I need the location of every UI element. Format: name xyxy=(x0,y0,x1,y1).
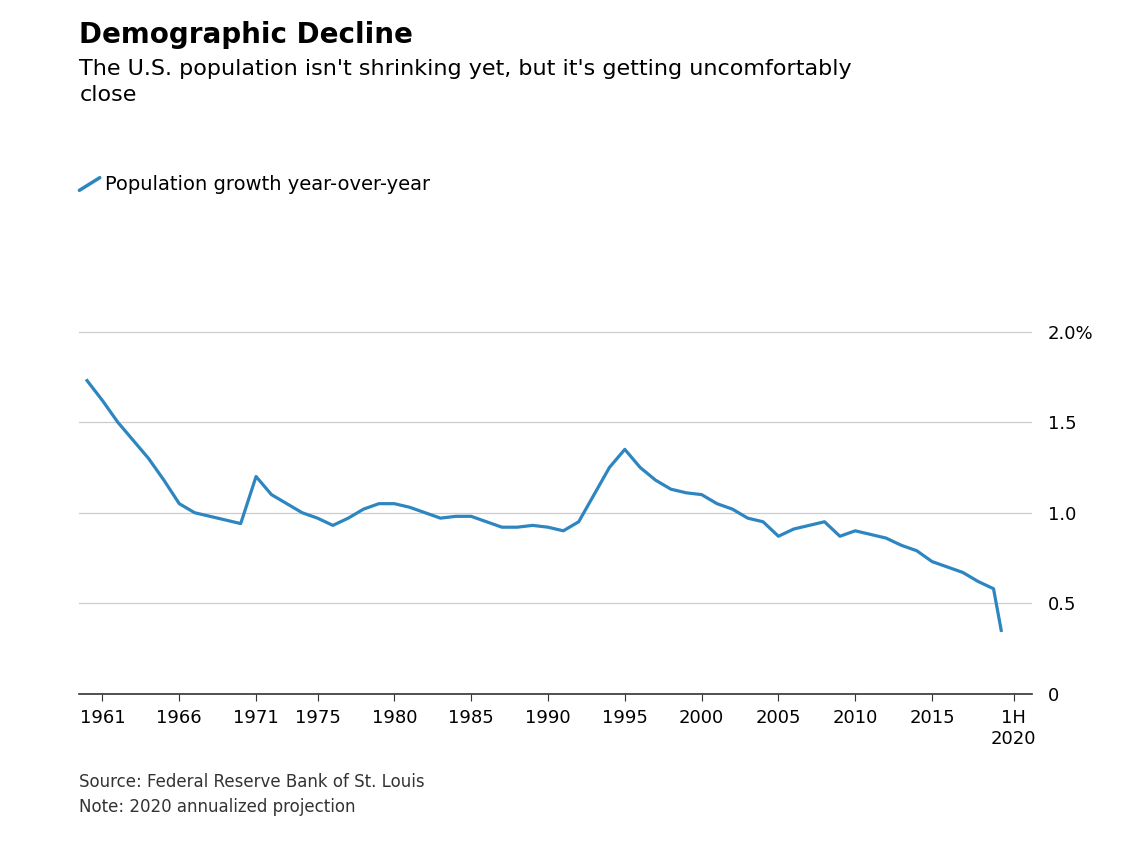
Text: Demographic Decline: Demographic Decline xyxy=(79,21,413,49)
Text: The U.S. population isn't shrinking yet, but it's getting uncomfortably
close: The U.S. population isn't shrinking yet,… xyxy=(79,59,852,105)
Text: Population growth year-over-year: Population growth year-over-year xyxy=(105,175,431,194)
Text: Source: Federal Reserve Bank of St. Louis
Note: 2020 annualized projection: Source: Federal Reserve Bank of St. Loui… xyxy=(79,773,425,816)
